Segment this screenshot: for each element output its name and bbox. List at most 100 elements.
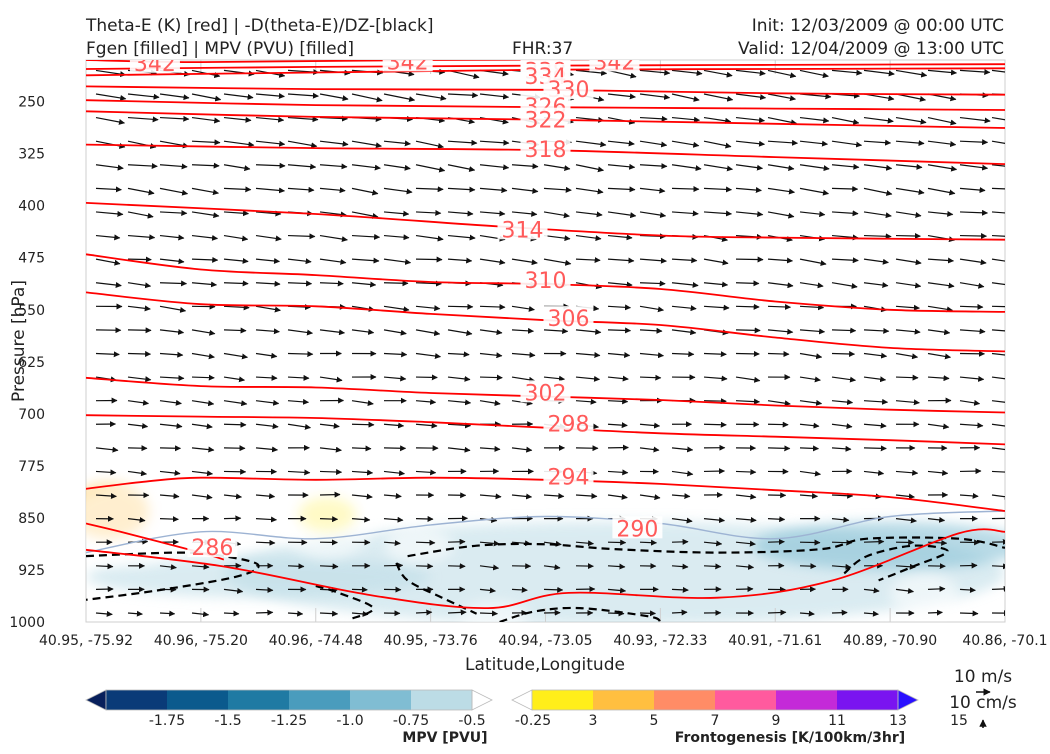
x-tick-6: 40.91, -71.61 — [728, 633, 822, 649]
theta-e-label-306: 306 — [547, 307, 589, 332]
wind-vector-616 — [320, 566, 338, 567]
x-tick-1: 40.96, -75.20 — [154, 633, 248, 649]
wind-vector-652 — [544, 589, 563, 590]
wind-vector-354 — [288, 353, 313, 354]
x-tick-3: 40.95, -73.76 — [384, 633, 478, 649]
fgen-colorbar-extend-low — [512, 690, 532, 710]
theta-e-label-314: 314 — [502, 218, 544, 243]
wind-vector-500 — [320, 471, 342, 472]
wind-vector-439 — [224, 424, 246, 425]
x-tick-4: 40.94, -73.05 — [498, 633, 592, 649]
mpv-colorbar-segment-2 — [167, 690, 229, 710]
mpv-colorbar-tick-4: -0.75 — [393, 713, 429, 729]
wind-vector-281 — [736, 283, 759, 284]
wind-vector-609 — [96, 566, 113, 567]
y-tick-700: 700 — [18, 407, 45, 423]
fgen-patch-6 — [890, 573, 959, 615]
fgen-colorbar-segment-5 — [776, 690, 838, 710]
fgen-colorbar-tick-2: 7 — [711, 713, 720, 729]
fgen-colorbar-tick-3: 9 — [772, 713, 781, 729]
y-tick-925: 925 — [18, 563, 45, 579]
wind-vector-485 — [768, 448, 790, 449]
title-right-line1: Init: 12/03/2009 @ 00:00 UTC — [752, 16, 1004, 36]
wind-vector-637 — [992, 566, 1008, 567]
wind-vector-513 — [736, 471, 756, 472]
wind-vector-666 — [992, 589, 1009, 590]
wind-vector-228 — [896, 236, 920, 237]
wind-vector-454 — [704, 424, 726, 425]
wind-vector-685 — [672, 612, 687, 613]
mpv-colorbar-tick-6: -0.25 — [515, 713, 551, 729]
wind-vector-558 — [320, 519, 338, 520]
fgen-colorbar-tick-5: 13 — [889, 713, 907, 729]
fgen-colorbar-label: Frontogenesis [K/100km/3hr] — [675, 730, 905, 746]
wind-vector-310 — [736, 306, 759, 307]
wind-vector-671 — [224, 613, 239, 614]
fgen-patch-3 — [276, 462, 379, 559]
fgen-colorbar-segment-3 — [654, 690, 716, 710]
mpv-colorbar-extend-high — [472, 690, 492, 710]
wind-vector-486 — [800, 448, 818, 449]
mpv-colorbar-segment-3 — [228, 690, 290, 710]
wind-vector-466 — [160, 448, 180, 449]
mpv-colorbar-extend-low — [86, 690, 106, 710]
title-right-line2: Valid: 12/04/2009 @ 13:00 UTC — [738, 39, 1004, 59]
wind-vector-342 — [832, 330, 856, 331]
wind-vector-677 — [416, 612, 432, 613]
y-tick-775: 775 — [18, 459, 45, 475]
x-tick-8: 40.86, -70.1 — [962, 633, 1047, 649]
fgen-colorbar-segment-4 — [715, 690, 777, 710]
wind-vector-628 — [704, 566, 721, 567]
wind-vector-335 — [608, 330, 631, 331]
y-tick-400: 400 — [18, 199, 45, 215]
wind-vector-615 — [288, 566, 304, 567]
mpv-colorbar-tick-2: -1.25 — [271, 713, 307, 729]
wind-vector-339 — [736, 330, 760, 331]
fgen-colorbar-tick-6: 15 — [950, 713, 968, 729]
x-tick-2: 40.96, -74.48 — [269, 633, 363, 649]
wind-vector-369 — [768, 353, 789, 354]
ref-vector-vertical-label: 10 cm/s — [949, 693, 1017, 713]
wind-vector-380 — [192, 377, 214, 378]
wind-vector-631 — [800, 566, 816, 567]
wind-vector-601 — [768, 542, 784, 543]
wind-vector-619 — [416, 566, 433, 567]
wind-vector-488 — [864, 448, 886, 449]
y-tick-475: 475 — [18, 251, 45, 267]
mpv-colorbar-label: MPV [PVU] — [402, 730, 487, 746]
mpv-colorbar-segment-4 — [289, 690, 351, 710]
wind-vector-389 — [480, 377, 502, 378]
wind-vector-664 — [928, 589, 945, 590]
wind-vector-694 — [960, 613, 978, 614]
y-axis-label: Pressure [hPa] — [9, 280, 29, 402]
theta-e-label-290: 290 — [616, 517, 658, 542]
ref-vector-horizontal-label: 10 m/s — [954, 667, 1012, 687]
wind-vector-656 — [672, 589, 688, 590]
mpv-colorbar-tick-3: -1.0 — [336, 713, 363, 729]
y-tick-1000: 1000 — [9, 615, 45, 631]
wind-vector-317 — [960, 306, 983, 307]
mpv-colorbar-tick-5: -0.5 — [458, 713, 485, 729]
wind-vector-590 — [416, 542, 435, 543]
wind-vector-318 — [992, 306, 1018, 307]
wind-vector-270 — [384, 283, 408, 284]
wind-vector-679 — [480, 613, 497, 614]
wind-vector-529 — [320, 495, 340, 496]
x-axis-label: Latitude,Longitude — [465, 655, 625, 675]
y-tick-325: 325 — [18, 147, 45, 163]
wind-vector-163 — [672, 188, 699, 189]
fgen-colorbar-tick-1: 5 — [650, 713, 659, 729]
theta-e-label-294: 294 — [547, 465, 589, 490]
wind-vector-371 — [832, 353, 855, 354]
wind-vector-604 — [864, 542, 884, 543]
wind-vector-598 — [672, 542, 688, 543]
y-tick-250: 250 — [18, 95, 45, 111]
x-tick-7: 40.89, -70.90 — [843, 633, 937, 649]
wind-vector-651 — [512, 589, 527, 590]
theta-e-label-318: 318 — [525, 138, 567, 163]
wind-vector-669 — [160, 613, 175, 614]
theta-e-label-310: 310 — [525, 269, 567, 294]
fgen-colorbar-tick-4: 11 — [828, 713, 846, 729]
